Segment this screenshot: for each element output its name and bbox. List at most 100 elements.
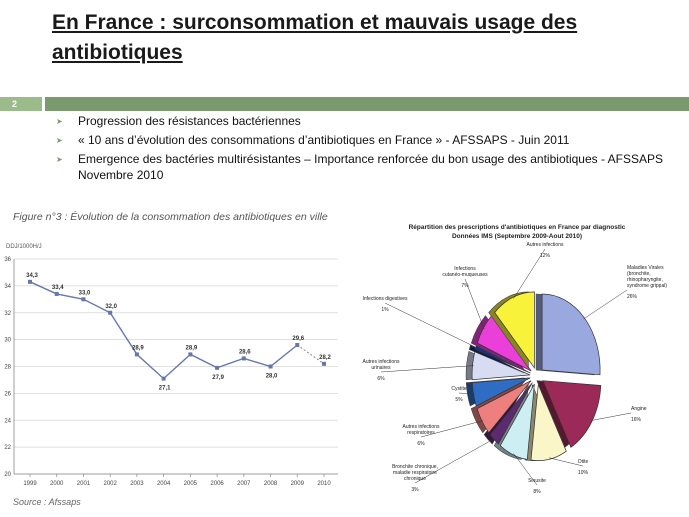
data-label: 28,9	[186, 345, 198, 351]
leader-line	[590, 412, 632, 421]
pie-slice	[494, 291, 535, 369]
leader-line	[458, 392, 475, 395]
slice-pct: 16%	[631, 417, 642, 423]
y-axis-label: DDJ/1000H/J	[6, 244, 42, 250]
data-label: 29,6	[292, 336, 304, 342]
header-band	[45, 97, 689, 111]
slice-pct: 6%	[417, 441, 425, 447]
pie-slice	[476, 380, 532, 434]
data-point	[81, 297, 86, 302]
data-label: 33,4	[52, 285, 64, 291]
x-tick-label: 2009	[291, 481, 305, 487]
slice-label: Bronchite chronique, maladie respiratoire…	[392, 464, 438, 482]
arrow-bullet-icon: ➤	[56, 117, 63, 126]
data-label: 34,3	[26, 273, 38, 279]
x-tick-label: 2004	[157, 481, 171, 487]
data-point	[268, 364, 273, 369]
y-tick-label: 30	[4, 338, 11, 344]
y-tick-label: 28	[4, 365, 11, 371]
slice-label: Autres infections	[527, 242, 564, 248]
slide-number: 2	[0, 97, 42, 111]
bullet-list: ➤ Progression des résistances bactérienn…	[56, 113, 686, 186]
leader-line	[464, 278, 485, 330]
slice-pct: 7%	[461, 283, 469, 289]
slice-label: Maladies Virales (bronchite, rhinopharyngi…	[627, 265, 667, 289]
pie-slice	[541, 293, 601, 376]
pie-slice	[471, 377, 531, 407]
pie-slice	[499, 383, 535, 460]
data-label: 33,0	[79, 290, 91, 296]
slice-pct: 10%	[578, 470, 589, 476]
leader-line	[548, 457, 584, 467]
data-label: 28,6	[239, 349, 251, 355]
bullet-item: ➤ « 10 ans d’évolution des consommations…	[56, 132, 686, 148]
data-label: 28,9	[132, 345, 144, 351]
data-label: 28,0	[266, 374, 278, 380]
x-tick-label: 2008	[264, 481, 278, 487]
slice-label: Otite	[578, 459, 589, 465]
leader-line	[513, 248, 546, 299]
x-tick-label: 2006	[210, 481, 224, 487]
x-tick-label: 1999	[23, 481, 37, 487]
x-tick-label: 2000	[50, 481, 64, 487]
bullet-text: Emergence des bactéries multirésistantes…	[78, 152, 663, 182]
slice-label: Angine	[631, 406, 647, 412]
pie-subtitle: Données IMS (Septembre 2009-Aout 2010)	[452, 233, 582, 240]
slice-label: Autres infections respiratoires	[403, 424, 440, 436]
slice-label: Autres infections urinaires	[363, 359, 400, 371]
bullet-text: « 10 ans d’évolution des consommations d…	[78, 133, 570, 147]
bullet-item: ➤ Emergence des bactéries multirésistant…	[56, 151, 686, 183]
x-tick-label: 2010	[317, 481, 331, 487]
data-point	[241, 356, 246, 361]
pie-chart: Répartition des prescriptions d'antibiot…	[362, 224, 667, 495]
x-tick-label: 2001	[77, 481, 91, 487]
y-tick-label: 20	[4, 472, 11, 478]
chart-source: Source : Afssaps	[13, 497, 81, 507]
data-label: 27,9	[212, 375, 224, 381]
y-tick-label: 24	[4, 418, 11, 424]
leader-line	[380, 365, 474, 373]
x-tick-label: 2003	[130, 481, 144, 487]
leader-line	[513, 453, 538, 486]
slice-pct: 8%	[533, 489, 541, 495]
pie-slice	[489, 382, 533, 445]
slice-pct: 12%	[540, 253, 551, 259]
series-line-dashed	[296, 344, 325, 365]
data-point	[188, 352, 193, 357]
leader-line	[583, 289, 628, 320]
slice-label: Infections cutanéo-muqueuses	[442, 266, 488, 278]
y-tick-label: 26	[4, 391, 11, 397]
data-label: 32,0	[105, 304, 117, 310]
bullet-text: Progression des résistances bactériennes	[78, 114, 301, 128]
slide-title: En France : surconsommation et mauvais u…	[52, 11, 578, 64]
pie-title: Répartition des prescriptions d'antibiot…	[409, 224, 626, 231]
data-label: 27,1	[159, 386, 171, 392]
slice-pct: 6%	[377, 376, 385, 382]
y-tick-label: 32	[4, 311, 11, 317]
data-point	[28, 279, 32, 284]
pie-slice	[530, 384, 567, 461]
leader-line	[414, 438, 495, 484]
data-point	[215, 365, 220, 370]
data-label: 28,2	[319, 355, 331, 361]
y-tick-label: 22	[4, 445, 11, 451]
line-chart: DDJ/1000H/J 20 22 24 26 28 30 32 34 36 1999 2000 200…	[4, 244, 338, 487]
leader-line	[384, 302, 478, 349]
slice-pct: 1%	[381, 307, 389, 313]
slice-label: Sinusite	[528, 478, 546, 484]
leader-line	[420, 420, 484, 438]
arrow-bullet-icon: ➤	[56, 136, 63, 145]
series-line	[29, 281, 298, 380]
y-tick-label: 34	[4, 284, 11, 290]
slice-pct: 3%	[411, 487, 419, 493]
x-tick-label: 2005	[184, 481, 198, 487]
slice-pct: 26%	[627, 294, 638, 300]
arrow-bullet-icon: ➤	[56, 155, 63, 164]
data-point	[108, 310, 113, 315]
bullet-item: ➤ Progression des résistances bactérienn…	[56, 113, 686, 129]
data-point	[295, 343, 300, 347]
slice-label: Infections digestives	[362, 296, 408, 302]
data-point	[54, 291, 59, 296]
data-point	[322, 361, 326, 366]
data-point	[161, 376, 166, 381]
